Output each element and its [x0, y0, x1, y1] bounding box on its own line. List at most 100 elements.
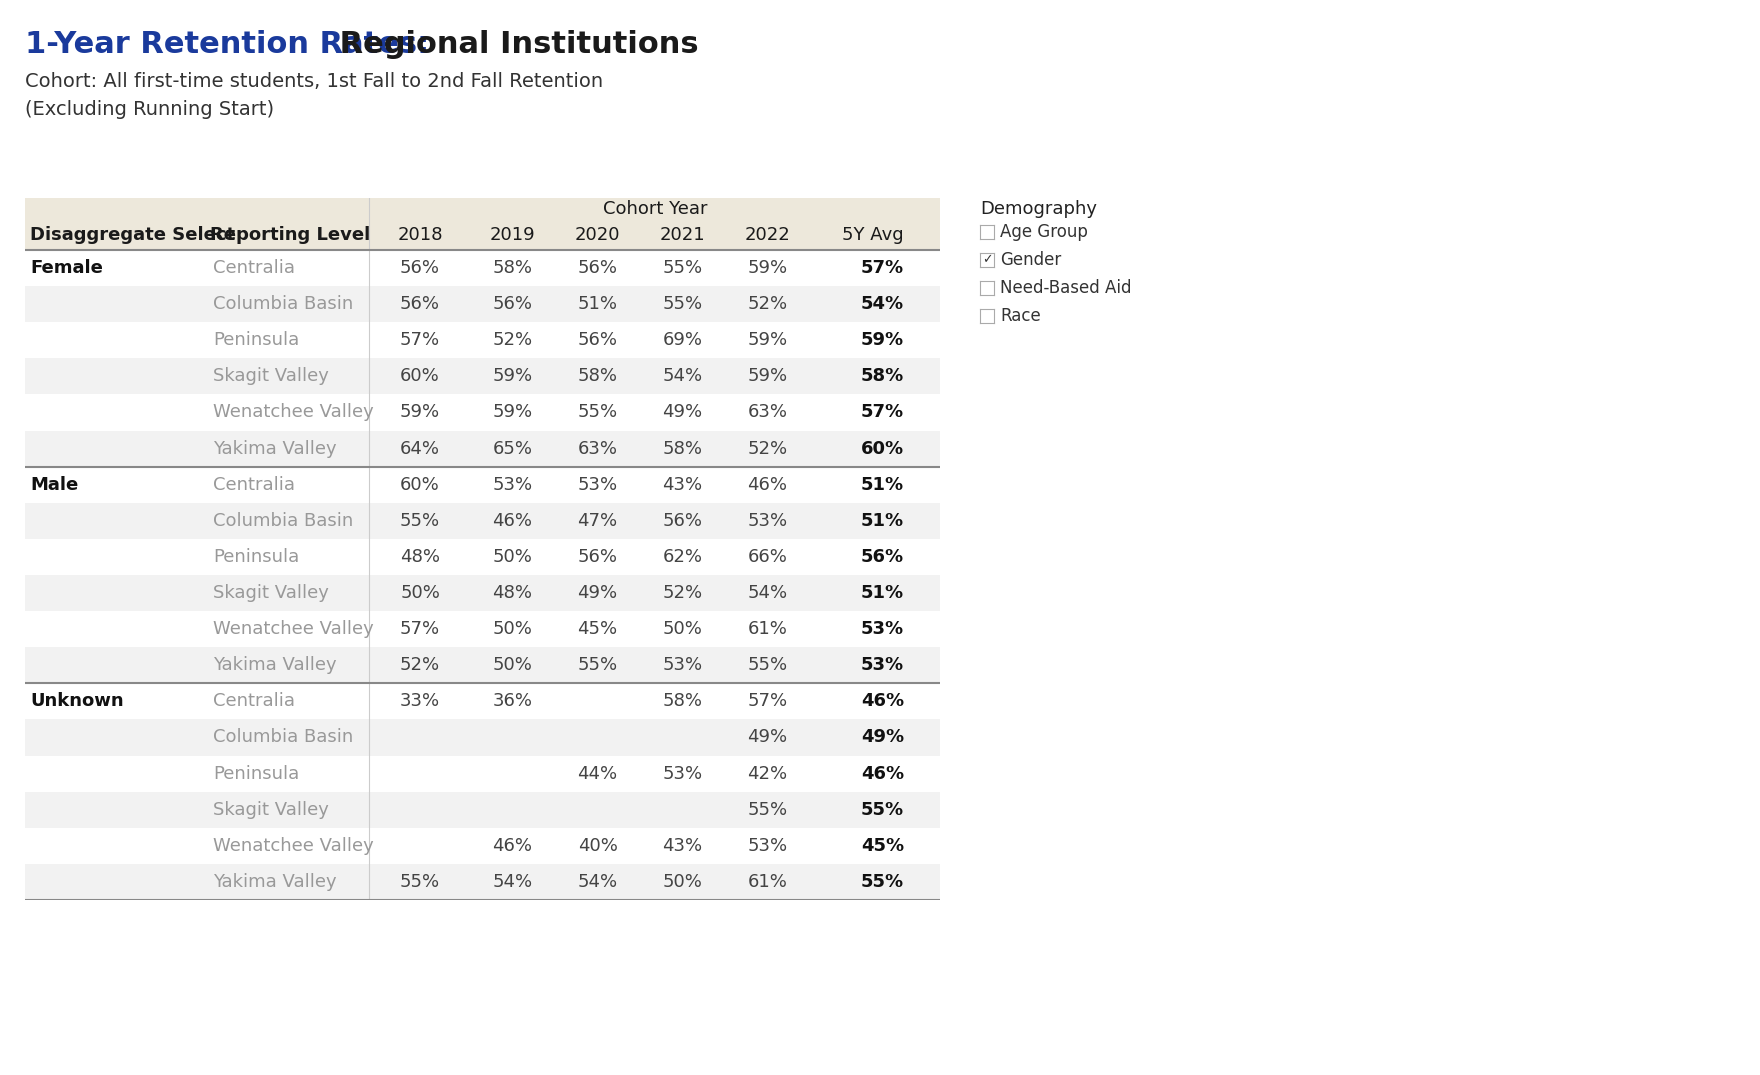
Bar: [25, 431, 940, 467]
Text: 59%: 59%: [748, 368, 787, 386]
Text: 5Y Avg: 5Y Avg: [843, 226, 905, 244]
Text: 51%: 51%: [577, 296, 618, 313]
Text: 53%: 53%: [748, 512, 787, 530]
Text: 52%: 52%: [400, 656, 440, 674]
Text: 50%: 50%: [493, 620, 533, 639]
Text: 55%: 55%: [662, 296, 702, 313]
Text: ✓: ✓: [982, 254, 993, 267]
Text: 49%: 49%: [577, 584, 618, 602]
Text: 2021: 2021: [660, 226, 706, 244]
Text: 42%: 42%: [748, 764, 787, 783]
Text: Need-Based Aid: Need-Based Aid: [1000, 280, 1132, 297]
Text: 65%: 65%: [493, 440, 533, 458]
Text: Gender: Gender: [1000, 250, 1061, 269]
Text: 43%: 43%: [662, 476, 702, 493]
Text: Yakima Valley: Yakima Valley: [213, 873, 336, 891]
Text: Regional Institutions: Regional Institutions: [329, 30, 699, 59]
Text: Female: Female: [30, 259, 102, 277]
Bar: [25, 358, 940, 395]
Text: Columbia Basin: Columbia Basin: [213, 729, 354, 746]
Text: 45%: 45%: [577, 620, 618, 639]
Text: 54%: 54%: [748, 584, 787, 602]
Text: 46%: 46%: [861, 692, 905, 711]
Bar: [25, 864, 940, 900]
Text: 60%: 60%: [400, 476, 440, 493]
Text: 55%: 55%: [861, 801, 905, 819]
Text: 33%: 33%: [400, 692, 440, 711]
Text: 54%: 54%: [577, 873, 618, 891]
Text: 2019: 2019: [489, 226, 535, 244]
Text: Age Group: Age Group: [1000, 223, 1088, 241]
Text: Wenatchee Valley: Wenatchee Valley: [213, 403, 373, 421]
Text: 50%: 50%: [493, 656, 533, 674]
Text: 46%: 46%: [861, 764, 905, 783]
Bar: [25, 467, 940, 503]
Text: 53%: 53%: [662, 656, 702, 674]
Text: 55%: 55%: [748, 656, 787, 674]
Text: 52%: 52%: [493, 331, 533, 349]
Text: 53%: 53%: [662, 764, 702, 783]
Text: 55%: 55%: [400, 873, 440, 891]
Text: 53%: 53%: [748, 836, 787, 855]
Text: Unknown: Unknown: [30, 692, 123, 711]
Text: 36%: 36%: [493, 692, 533, 711]
Text: Peninsula: Peninsula: [213, 548, 299, 565]
Text: 51%: 51%: [861, 512, 905, 530]
Bar: [25, 647, 940, 684]
Text: 63%: 63%: [748, 403, 787, 421]
Text: 59%: 59%: [493, 368, 533, 386]
Text: Wenatchee Valley: Wenatchee Valley: [213, 620, 373, 639]
Text: 59%: 59%: [748, 259, 787, 277]
Text: 43%: 43%: [662, 836, 702, 855]
Text: 62%: 62%: [662, 548, 702, 565]
Text: 56%: 56%: [662, 512, 702, 530]
Text: 64%: 64%: [400, 440, 440, 458]
Text: 58%: 58%: [861, 368, 905, 386]
Text: Yakima Valley: Yakima Valley: [213, 656, 336, 674]
Text: Skagit Valley: Skagit Valley: [213, 584, 329, 602]
Bar: [25, 791, 940, 828]
Text: 50%: 50%: [400, 584, 440, 602]
Text: 48%: 48%: [493, 584, 533, 602]
Bar: [25, 539, 940, 575]
Text: 54%: 54%: [861, 296, 905, 313]
Text: 2022: 2022: [744, 226, 790, 244]
Text: 66%: 66%: [748, 548, 787, 565]
Text: 59%: 59%: [861, 331, 905, 349]
Bar: [25, 611, 940, 647]
Text: 57%: 57%: [861, 259, 905, 277]
Text: Skagit Valley: Skagit Valley: [213, 368, 329, 386]
Text: 58%: 58%: [577, 368, 618, 386]
Text: 55%: 55%: [577, 656, 618, 674]
Bar: [25, 828, 940, 864]
Text: Skagit Valley: Skagit Valley: [213, 801, 329, 819]
Bar: [25, 250, 940, 286]
Bar: [25, 684, 940, 719]
Text: 53%: 53%: [861, 656, 905, 674]
Text: 57%: 57%: [400, 620, 440, 639]
Text: 52%: 52%: [662, 584, 702, 602]
Text: Cohort Year: Cohort Year: [602, 200, 708, 218]
Bar: [25, 286, 940, 322]
Text: Cohort: All first-time students, 1st Fall to 2nd Fall Retention: Cohort: All first-time students, 1st Fal…: [25, 72, 604, 91]
Text: 56%: 56%: [400, 296, 440, 313]
Text: 51%: 51%: [861, 476, 905, 493]
Text: 2020: 2020: [576, 226, 620, 244]
Bar: [25, 719, 940, 756]
Text: 46%: 46%: [493, 836, 533, 855]
Text: 59%: 59%: [493, 403, 533, 421]
Text: 53%: 53%: [861, 620, 905, 639]
Text: 46%: 46%: [493, 512, 533, 530]
Text: Columbia Basin: Columbia Basin: [213, 512, 354, 530]
Text: Disaggregate Select: Disaggregate Select: [30, 226, 236, 244]
Text: 50%: 50%: [662, 620, 702, 639]
Text: 54%: 54%: [493, 873, 533, 891]
Text: 69%: 69%: [662, 331, 702, 349]
Text: 50%: 50%: [493, 548, 533, 565]
Text: 44%: 44%: [577, 764, 618, 783]
Text: Male: Male: [30, 476, 77, 493]
Text: 57%: 57%: [748, 692, 787, 711]
Text: 59%: 59%: [400, 403, 440, 421]
Text: Reporting Level: Reporting Level: [209, 226, 370, 244]
Text: 56%: 56%: [861, 548, 905, 565]
